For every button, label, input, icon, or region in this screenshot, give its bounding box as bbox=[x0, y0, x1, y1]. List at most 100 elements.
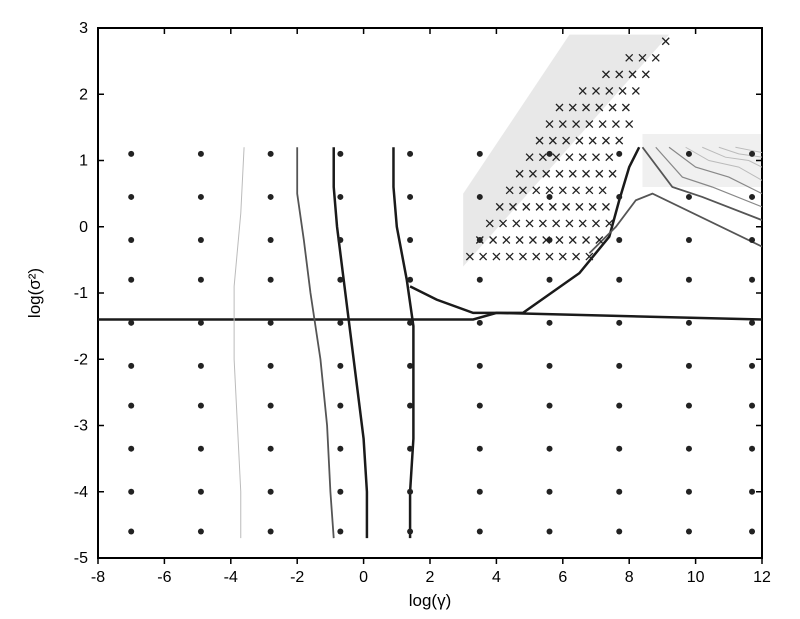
grid-dot bbox=[616, 446, 622, 452]
cross-marker bbox=[569, 170, 576, 177]
grid-dot bbox=[268, 403, 274, 409]
cross-marker bbox=[626, 121, 633, 128]
grid-dot bbox=[337, 529, 343, 535]
grid-dot bbox=[337, 403, 343, 409]
cross-marker bbox=[662, 38, 669, 45]
plot-box bbox=[98, 28, 762, 558]
cross-marker bbox=[599, 121, 606, 128]
cross-marker bbox=[513, 220, 520, 227]
cross-marker bbox=[516, 237, 523, 244]
grid-dot bbox=[749, 489, 755, 495]
contour-vertical-mid-dark bbox=[334, 147, 367, 538]
grid-dot bbox=[198, 403, 204, 409]
cross-marker bbox=[556, 170, 563, 177]
y-axis-label: log(σ²) bbox=[25, 268, 44, 318]
grid-dot bbox=[407, 151, 413, 157]
grid-dot bbox=[268, 237, 274, 243]
contours bbox=[98, 147, 762, 538]
grid-dot bbox=[198, 194, 204, 200]
grid-dot bbox=[198, 151, 204, 157]
grid-dot bbox=[616, 237, 622, 243]
grid-dot bbox=[128, 151, 134, 157]
y-tick-label: 3 bbox=[79, 20, 88, 37]
cross-marker bbox=[529, 237, 536, 244]
grid-dot bbox=[547, 320, 553, 326]
cross-marker bbox=[593, 154, 600, 161]
x-tick-label: -2 bbox=[290, 569, 304, 586]
grid-dot bbox=[686, 529, 692, 535]
grid-dot bbox=[749, 446, 755, 452]
contour-vertical-mid-med bbox=[297, 147, 334, 538]
y-tick-label: 2 bbox=[79, 86, 88, 103]
grid-dot bbox=[686, 277, 692, 283]
y-tick-label: 1 bbox=[79, 153, 88, 170]
grid-dot bbox=[477, 320, 483, 326]
grid-dot bbox=[686, 403, 692, 409]
grid-dot bbox=[128, 489, 134, 495]
cross-marker bbox=[566, 154, 573, 161]
cross-marker bbox=[553, 220, 560, 227]
shaded-regions bbox=[463, 35, 762, 267]
cross-marker bbox=[533, 253, 540, 260]
grid-dot bbox=[337, 237, 343, 243]
chart-svg: -8-6-4-2024681012-5-4-3-2-10123log(γ)log… bbox=[0, 0, 800, 619]
grid-dot bbox=[547, 529, 553, 535]
grid-dot bbox=[686, 151, 692, 157]
grid-dot bbox=[128, 277, 134, 283]
dot-grid bbox=[128, 151, 755, 535]
x-tick-label: -4 bbox=[224, 569, 238, 586]
grid-dot bbox=[337, 363, 343, 369]
grid-dot bbox=[547, 403, 553, 409]
grid-dot bbox=[337, 489, 343, 495]
cross-marker bbox=[596, 170, 603, 177]
grid-dot bbox=[337, 277, 343, 283]
grid-dot bbox=[749, 320, 755, 326]
grid-dot bbox=[616, 151, 622, 157]
x-tick-label: 4 bbox=[492, 569, 501, 586]
y-tick-label: -1 bbox=[74, 285, 88, 302]
grid-dot bbox=[128, 194, 134, 200]
cross-marker bbox=[589, 203, 596, 210]
grid-dot bbox=[198, 277, 204, 283]
cross-marker bbox=[652, 54, 659, 61]
grid-dot bbox=[749, 151, 755, 157]
grid-dot bbox=[268, 363, 274, 369]
cross-marker bbox=[539, 220, 546, 227]
grid-dot bbox=[686, 446, 692, 452]
cross-marker bbox=[609, 104, 616, 111]
cross-marker bbox=[573, 187, 580, 194]
grid-dot bbox=[477, 403, 483, 409]
cross-marker bbox=[589, 137, 596, 144]
grid-dot bbox=[686, 194, 692, 200]
grid-dot bbox=[407, 529, 413, 535]
cross-marker bbox=[612, 121, 619, 128]
grid-dot bbox=[337, 446, 343, 452]
cross-marker bbox=[536, 203, 543, 210]
cross-marker bbox=[480, 253, 487, 260]
cross-marker bbox=[583, 170, 590, 177]
cross-marker bbox=[616, 137, 623, 144]
cross-marker bbox=[533, 187, 540, 194]
cross-marker bbox=[602, 137, 609, 144]
grid-dot bbox=[198, 489, 204, 495]
grid-dot bbox=[616, 529, 622, 535]
grid-dot bbox=[686, 489, 692, 495]
grid-dot bbox=[477, 446, 483, 452]
cross-marker bbox=[576, 203, 583, 210]
x-tick-label: 2 bbox=[426, 569, 435, 586]
x-tick-label: 12 bbox=[753, 569, 771, 586]
grid-dot bbox=[407, 363, 413, 369]
grid-dot bbox=[407, 403, 413, 409]
contour-outer-horizontal-dark bbox=[98, 313, 762, 320]
cross-marker bbox=[573, 253, 580, 260]
contour-chart: -8-6-4-2024681012-5-4-3-2-10123log(γ)log… bbox=[0, 0, 800, 619]
contour-hook-2 bbox=[589, 194, 762, 254]
cross-marker bbox=[642, 71, 649, 78]
grid-dot bbox=[547, 446, 553, 452]
grid-dot bbox=[477, 277, 483, 283]
grid-dot bbox=[686, 363, 692, 369]
x-tick-label: 0 bbox=[359, 569, 368, 586]
y-tick-label: -5 bbox=[74, 550, 88, 567]
cross-marker bbox=[490, 237, 497, 244]
grid-dot bbox=[268, 446, 274, 452]
